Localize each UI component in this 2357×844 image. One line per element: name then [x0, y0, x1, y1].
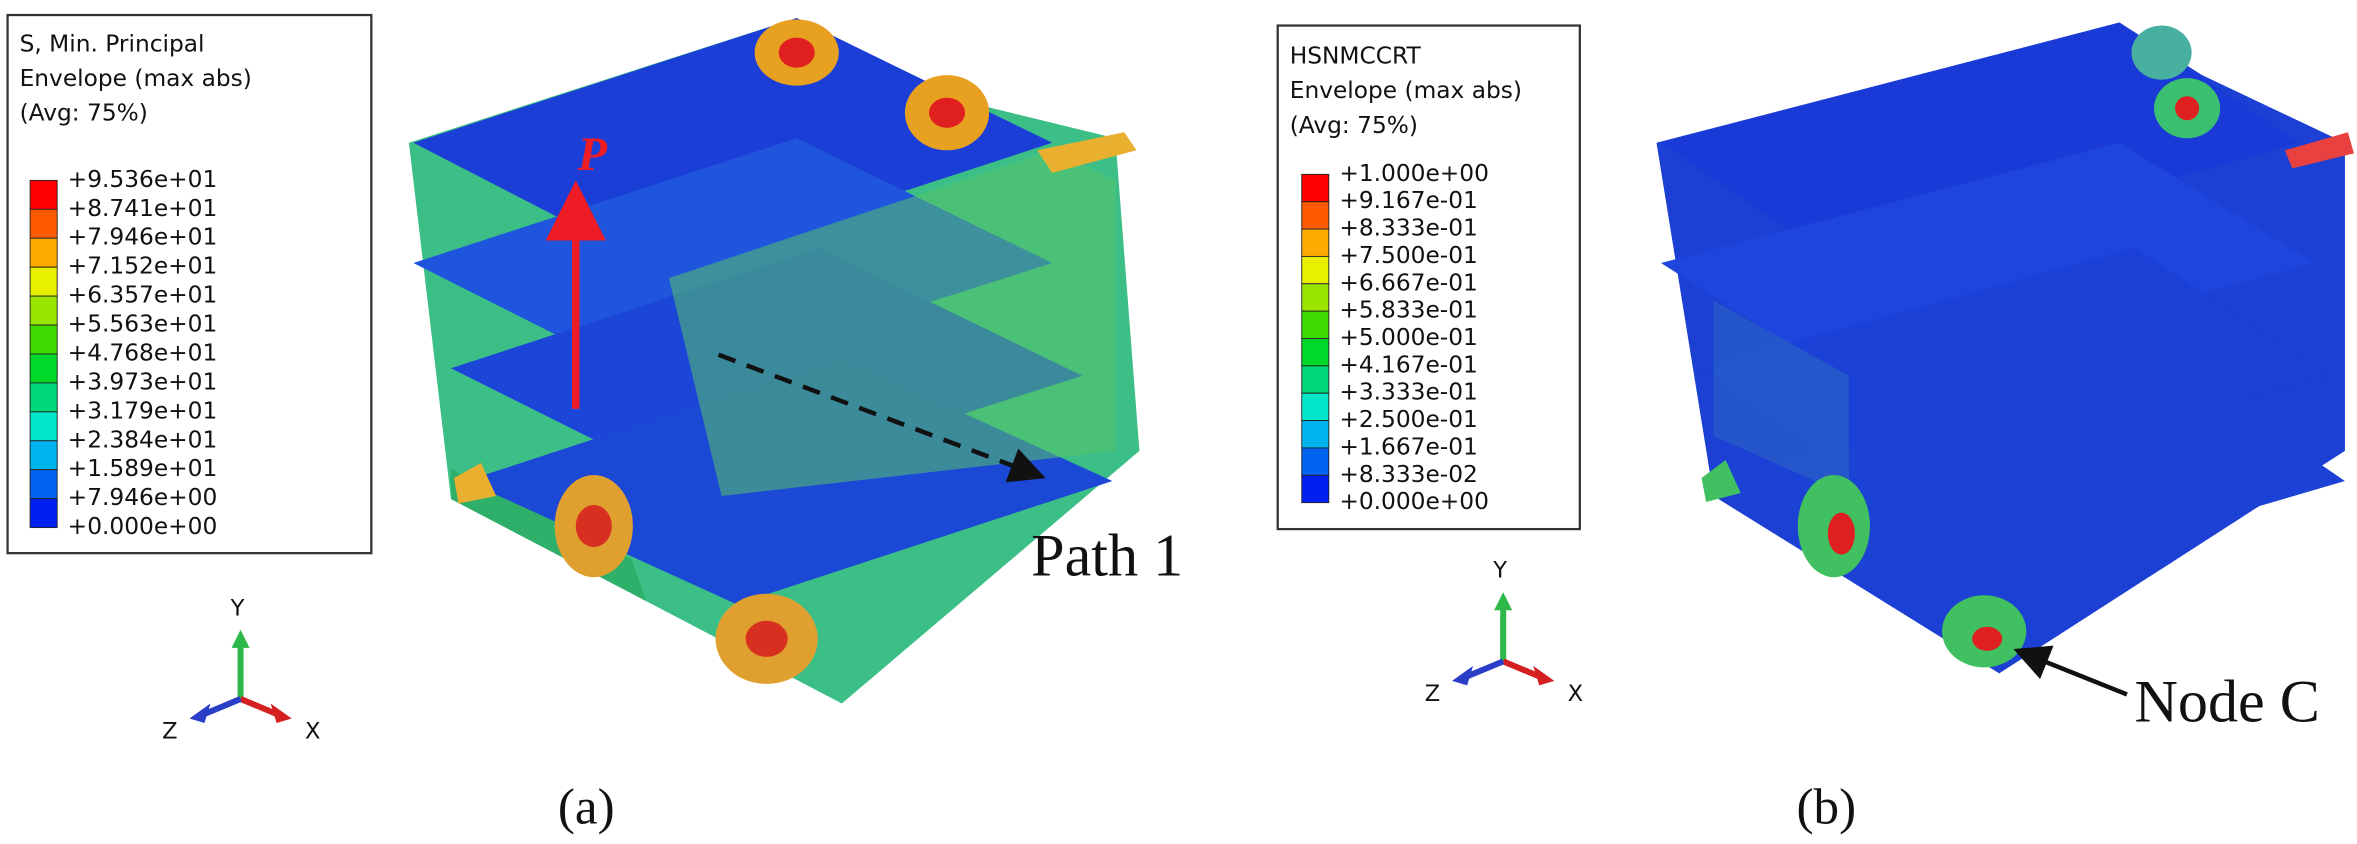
path-label: Path 1: [1031, 523, 1183, 590]
legend-value: +0.000e+00: [1339, 488, 1489, 515]
color-band: [29, 469, 58, 500]
axis-x: [239, 696, 278, 717]
legend-value: +3.333e-01: [1339, 379, 1478, 406]
legend-title: HSNMCCRT: [1290, 43, 1422, 70]
legend-title: S, Min. Principal: [20, 31, 205, 58]
color-band: [29, 208, 58, 239]
axis-label: Z: [162, 719, 177, 745]
color-band: [1301, 283, 1330, 312]
caption: (b): [1797, 779, 1857, 836]
legend-value: +2.384e+01: [68, 426, 218, 453]
legend-value: +6.357e+01: [68, 282, 218, 309]
color-band: [1301, 228, 1330, 257]
axis-y-head: [231, 629, 250, 648]
legend-value: +7.946e+01: [68, 224, 218, 251]
legend-value: +5.833e-01: [1339, 297, 1478, 324]
legend-value: +5.000e-01: [1339, 324, 1478, 351]
color-band: [1301, 255, 1330, 285]
legend-value: +6.667e-01: [1339, 269, 1478, 296]
color-band: [29, 353, 58, 384]
axis-z: [1465, 658, 1505, 680]
color-band: [1301, 310, 1330, 339]
legend-value: +8.741e+01: [68, 195, 218, 222]
model-b: [1656, 22, 2354, 697]
legend-value: +4.167e-01: [1339, 351, 1478, 378]
axis-label: X: [305, 719, 320, 745]
legend-value: +2.500e-01: [1339, 406, 1478, 433]
color-band: [29, 266, 58, 297]
legend-value: +4.768e+01: [68, 339, 218, 366]
color-band: [29, 179, 58, 210]
legend-value: +3.973e+01: [68, 368, 218, 395]
axis-label: Z: [1425, 681, 1440, 707]
legend-value: +7.152e+01: [68, 253, 218, 280]
color-band: [1301, 173, 1330, 203]
legend-title: Envelope (max abs): [1290, 77, 1522, 104]
color-band: [1301, 392, 1330, 422]
legend-value: +1.667e-01: [1339, 433, 1478, 460]
axis-z-head: [189, 703, 211, 723]
color-band: [29, 498, 58, 529]
legend-value: +7.500e-01: [1339, 242, 1478, 269]
legend-value: +9.167e-01: [1339, 187, 1478, 214]
load-label: P: [577, 128, 608, 181]
axis-x: [1502, 658, 1541, 680]
color-band: [29, 440, 58, 471]
color-band: [1301, 474, 1330, 504]
color-band: [1301, 447, 1330, 476]
caption: (a): [558, 779, 615, 836]
legend-value: +9.536e+01: [68, 166, 218, 193]
color-band: [1301, 201, 1330, 230]
color-band: [29, 411, 58, 442]
legend-value: +5.563e+01: [68, 311, 218, 338]
axis-label: Y: [230, 595, 245, 621]
node-label: Node C: [2134, 668, 2319, 735]
legend-title: Envelope (max abs): [20, 65, 252, 92]
color-band: [1301, 420, 1330, 449]
legend-title: (Avg: 75%): [20, 100, 148, 127]
legend-value: +8.333e-01: [1339, 215, 1478, 242]
legend-value: +1.589e+01: [68, 455, 218, 482]
axis-label: Y: [1492, 558, 1507, 584]
axis-z-head: [1452, 665, 1474, 686]
model-a: [408, 18, 1140, 704]
axis-y-head: [1494, 592, 1513, 611]
axis-z: [203, 696, 242, 717]
legend-title: (Avg: 75%): [1290, 112, 1418, 139]
legend-value: +0.000e+00: [68, 513, 218, 540]
legend-value: +8.333e-02: [1339, 461, 1478, 488]
legend-value: +1.000e+00: [1339, 160, 1489, 187]
legend-value: +7.946e+00: [68, 484, 218, 511]
legend-box: [6, 13, 373, 555]
color-band: [1301, 365, 1330, 394]
axis-x-head: [1533, 665, 1555, 686]
color-band: [1301, 338, 1330, 367]
color-band: [29, 382, 58, 413]
color-band: [29, 295, 58, 326]
axis-label: X: [1568, 681, 1583, 707]
axis-x-head: [270, 703, 292, 723]
color-band: [29, 237, 58, 268]
legend-value: +3.179e+01: [68, 397, 218, 424]
color-band: [29, 324, 58, 355]
